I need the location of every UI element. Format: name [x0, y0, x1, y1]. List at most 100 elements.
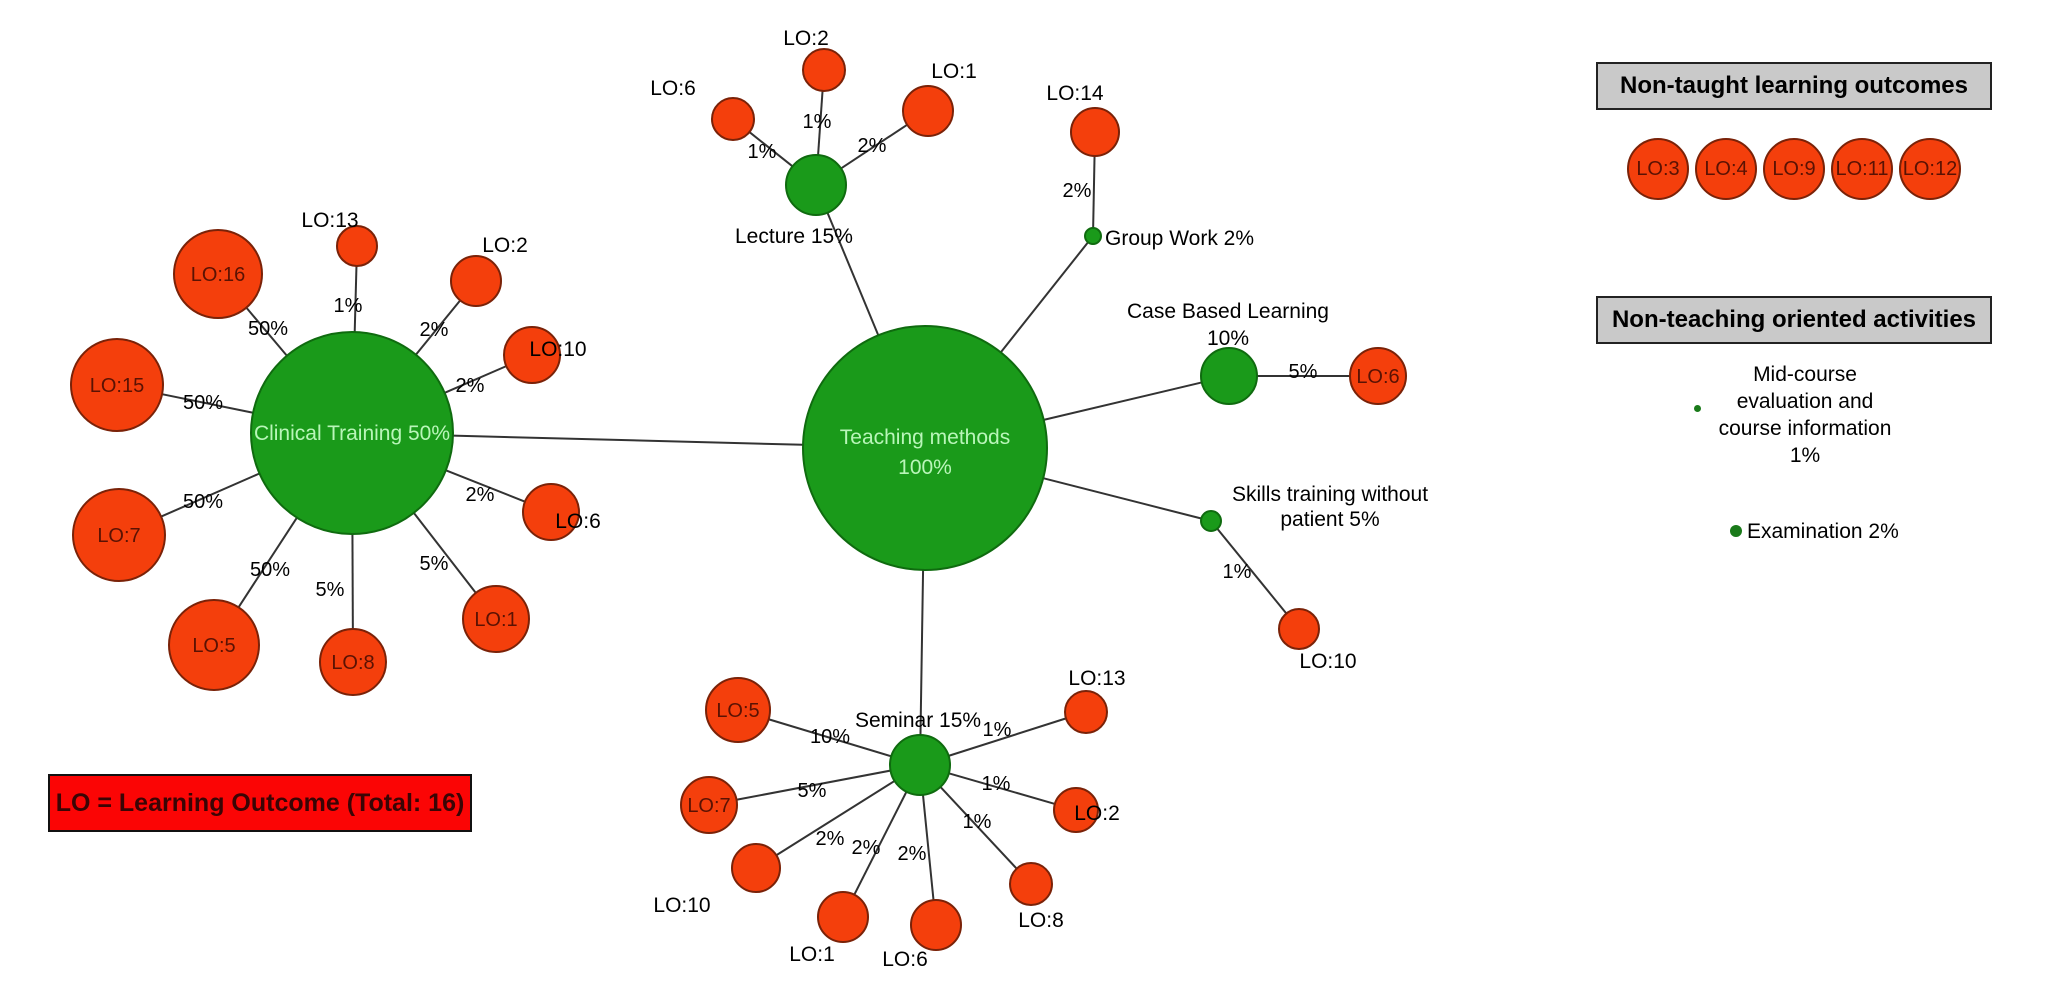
- edge-pct-seminar-LO1: 2%: [852, 837, 881, 859]
- edge-pct-seminar-LO10: 2%: [816, 828, 845, 850]
- edge-center-to-skills-training: [1042, 477, 1202, 520]
- midcourse-dot-icon: [1694, 405, 1701, 412]
- outcome-label-seminar-LO1: LO:1: [789, 943, 835, 966]
- node-outcome-group-work-LO14[interactable]: [1070, 107, 1120, 157]
- node-outcome-clinical-training-LO5[interactable]: [168, 599, 260, 691]
- node-outcome-seminar-LO7[interactable]: [680, 776, 738, 834]
- non-taught-legend-title: Non-taught learning outcomes: [1596, 62, 1992, 110]
- edge-pct-seminar-LO5: 10%: [810, 726, 850, 748]
- edge-pct-lecture-LO2: 1%: [803, 111, 832, 133]
- outcome-label-case-based-learning-LO6: LO:6: [1356, 366, 1399, 388]
- edge-seminar-to-LO8: [939, 786, 1018, 870]
- node-outcome-clinical-training-LO1[interactable]: [462, 585, 530, 653]
- edge-pct-lecture-LO1: 2%: [858, 135, 887, 157]
- non-teaching-activity-midcourse: Mid-course evaluation and course informa…: [1718, 363, 1892, 467]
- non-taught-outcome-LO3[interactable]: LO:3: [1627, 138, 1689, 200]
- node-outcome-seminar-LO10[interactable]: [731, 843, 781, 893]
- edge-pct-clinical-training-LO1: 5%: [420, 553, 449, 575]
- edge-center-to-seminar: [919, 569, 925, 736]
- outcome-label-clinical-training-LO2: LO:2: [482, 234, 528, 257]
- outcome-label-clinical-training-LO5: LO:5: [192, 635, 235, 657]
- edge-pct-group-work-LO14: 2%: [1063, 180, 1092, 202]
- outcome-label-clinical-training-LO16: LO:16: [191, 264, 245, 286]
- node-outcome-clinical-training-LO13[interactable]: [336, 225, 378, 267]
- edge-pct-seminar-LO8: 1%: [963, 811, 992, 833]
- edge-pct-skills-training-LO10: 1%: [1223, 561, 1252, 583]
- edge-seminar-to-LO1: [853, 791, 908, 896]
- edge-pct-clinical-training-LO8: 5%: [316, 579, 345, 601]
- node-outcome-clinical-training-LO16[interactable]: [173, 229, 263, 319]
- edge-center-to-case-based-learning: [1043, 381, 1202, 421]
- node-outcome-clinical-training-LO15[interactable]: [70, 338, 164, 432]
- edge-pct-clinical-training-LO6: 2%: [466, 484, 495, 506]
- outcome-label-lecture-LO1: LO:1: [931, 60, 977, 83]
- edge-lecture-to-LO1: [840, 123, 908, 170]
- non-teaching-activity-examination: Examination 2%: [1747, 520, 1899, 543]
- edge-clinical-training-to-LO10: [444, 365, 507, 394]
- edge-clinical-training-to-LO16: [245, 307, 288, 357]
- node-outcome-lecture-LO2[interactable]: [802, 48, 846, 92]
- learning-outcome-legend: LO = Learning Outcome (Total: 16): [48, 774, 472, 832]
- node-label-skills-training: Skills training without: [1232, 483, 1428, 506]
- node-label-case-based-learning: Case Based Learning: [1127, 300, 1329, 323]
- outcome-label-clinical-training-LO6: LO:6: [555, 510, 601, 533]
- node-outcome-lecture-LO6[interactable]: [711, 97, 755, 141]
- non-taught-outcome-list: LO:3 LO:4 LO:9 LO:11 LO:12: [1596, 138, 1992, 202]
- node-outcome-clinical-training-LO6[interactable]: [522, 483, 580, 541]
- labels-layer: Teaching methods 100% Clinical Training 50…: [90, 27, 1428, 971]
- edge-pct-seminar-LO7: 5%: [798, 780, 827, 802]
- non-taught-outcome-LO11[interactable]: LO:11: [1831, 138, 1893, 200]
- outcome-label-clinical-training-LO7: LO:7: [97, 525, 140, 547]
- node-group-work[interactable]: [1084, 227, 1102, 245]
- edge-pct-clinical-training-LO13: 1%: [334, 295, 363, 317]
- node-clinical-training[interactable]: [250, 331, 454, 535]
- outcome-label-clinical-training-LO8: LO:8: [331, 652, 374, 674]
- outcome-label-clinical-training-LO13: LO:13: [301, 209, 358, 232]
- node-teaching-methods[interactable]: [802, 325, 1048, 571]
- edge-center-to-clinical-training: [452, 434, 804, 446]
- edge-pct-clinical-training-LO15: 50%: [183, 392, 223, 414]
- edge-seminar-to-LO2: [948, 772, 1056, 805]
- edge-clinical-training-to-LO2: [415, 299, 461, 356]
- node-outcome-seminar-LO13[interactable]: [1064, 690, 1108, 734]
- node-outcome-lecture-LO1[interactable]: [902, 85, 954, 137]
- edge-skills-training-to-LO10: [1216, 528, 1288, 615]
- outcome-label-lecture-LO2: LO:2: [783, 27, 829, 50]
- node-outcome-case-based-learning-LO6[interactable]: [1349, 347, 1407, 405]
- edge-lecture-to-LO6: [748, 131, 794, 168]
- edge-clinical-training-to-LO1: [413, 512, 477, 594]
- outcome-label-lecture-LO6: LO:6: [650, 77, 696, 100]
- nodes-layer: [70, 48, 1407, 951]
- node-outcome-seminar-LO2[interactable]: [1053, 787, 1099, 833]
- edge-lecture-to-LO2: [817, 90, 824, 156]
- node-outcome-clinical-training-LO8[interactable]: [319, 628, 387, 696]
- non-taught-outcome-LO4[interactable]: LO:4: [1695, 138, 1757, 200]
- node-skills-training[interactable]: [1200, 510, 1222, 532]
- non-teaching-legend-title: Non-teaching oriented activities: [1596, 296, 1992, 344]
- node-outcome-clinical-training-LO10[interactable]: [503, 326, 561, 384]
- node-outcome-seminar-LO8[interactable]: [1009, 862, 1053, 906]
- node-outcome-clinical-training-LO7[interactable]: [72, 488, 166, 582]
- edge-group-work-to-LO14: [1092, 155, 1096, 229]
- node-outcome-seminar-LO6[interactable]: [910, 899, 962, 951]
- node-outcome-skills-training-LO10[interactable]: [1278, 608, 1320, 650]
- node-value-teaching-methods: 100%: [898, 456, 952, 479]
- outcome-label-skills-training-LO10: LO:10: [1299, 650, 1356, 673]
- node-outcome-seminar-LO1[interactable]: [817, 891, 869, 943]
- edge-center-to-group-work: [999, 241, 1089, 354]
- non-taught-outcome-LO12[interactable]: LO:12: [1899, 138, 1961, 200]
- non-taught-outcome-LO9[interactable]: LO:9: [1763, 138, 1825, 200]
- outcome-label-seminar-LO8: LO:8: [1018, 909, 1064, 932]
- edge-clinical-training-to-LO15: [161, 393, 254, 414]
- node-case-based-learning[interactable]: [1200, 347, 1258, 405]
- outcome-label-seminar-LO6: LO:6: [882, 948, 928, 971]
- node-outcome-seminar-LO5[interactable]: [705, 677, 771, 743]
- node-label-seminar: Seminar 15%: [855, 709, 981, 732]
- edge-seminar-to-LO5: [768, 718, 892, 758]
- node-label-group-work: Group Work 2%: [1105, 227, 1254, 250]
- node-seminar[interactable]: [889, 734, 951, 796]
- outcome-label-group-work-LO14: LO:14: [1046, 82, 1104, 105]
- node-outcome-clinical-training-LO2[interactable]: [450, 255, 502, 307]
- node-lecture[interactable]: [785, 154, 847, 216]
